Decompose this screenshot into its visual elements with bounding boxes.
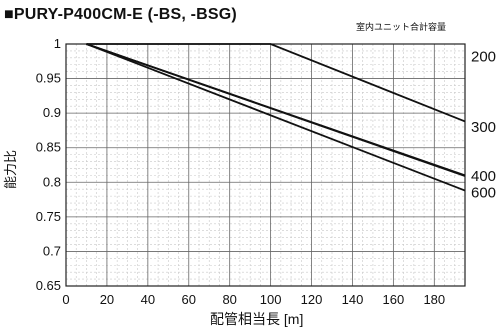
x-tick-label: 40: [141, 292, 155, 307]
series-line-400: [86, 43, 466, 177]
x-tick-label: 20: [100, 292, 114, 307]
y-tick-label: 1: [54, 36, 61, 51]
x-tick-label: 140: [342, 292, 364, 307]
x-axis-label: 配管相当長 [m]: [210, 311, 304, 327]
legend-title: 室内ユニット合計容量: [356, 22, 447, 32]
plot-frame: [65, 43, 466, 287]
x-tick-label: 120: [301, 292, 323, 307]
y-tick-label: 0.9: [43, 105, 61, 120]
series-label-200: 200: [471, 48, 496, 65]
series-label-400: 400: [471, 168, 496, 185]
series-label-300: 300: [471, 119, 496, 136]
x-tick-label: 0: [62, 292, 69, 307]
y-tick-label: 0.95: [36, 71, 61, 86]
x-tick-label: 100: [260, 292, 282, 307]
series-line-600: [86, 43, 466, 192]
y-tick-label: 0.65: [36, 278, 61, 293]
x-tick-label: 60: [182, 292, 196, 307]
series-label-600: 600: [471, 185, 496, 202]
x-tick-label: 80: [222, 292, 236, 307]
y-tick-label: 0.85: [36, 140, 61, 155]
x-tick-label: 160: [383, 292, 405, 307]
y-tick-label: 0.7: [43, 243, 61, 258]
x-tick-label: 180: [423, 292, 445, 307]
series-line-200: [86, 43, 466, 123]
y-tick-label: 0.75: [36, 209, 61, 224]
chart-title: ■PURY-P400CM-E (-BS, -BSG): [4, 6, 237, 23]
y-tick-label: 0.8: [43, 174, 61, 189]
